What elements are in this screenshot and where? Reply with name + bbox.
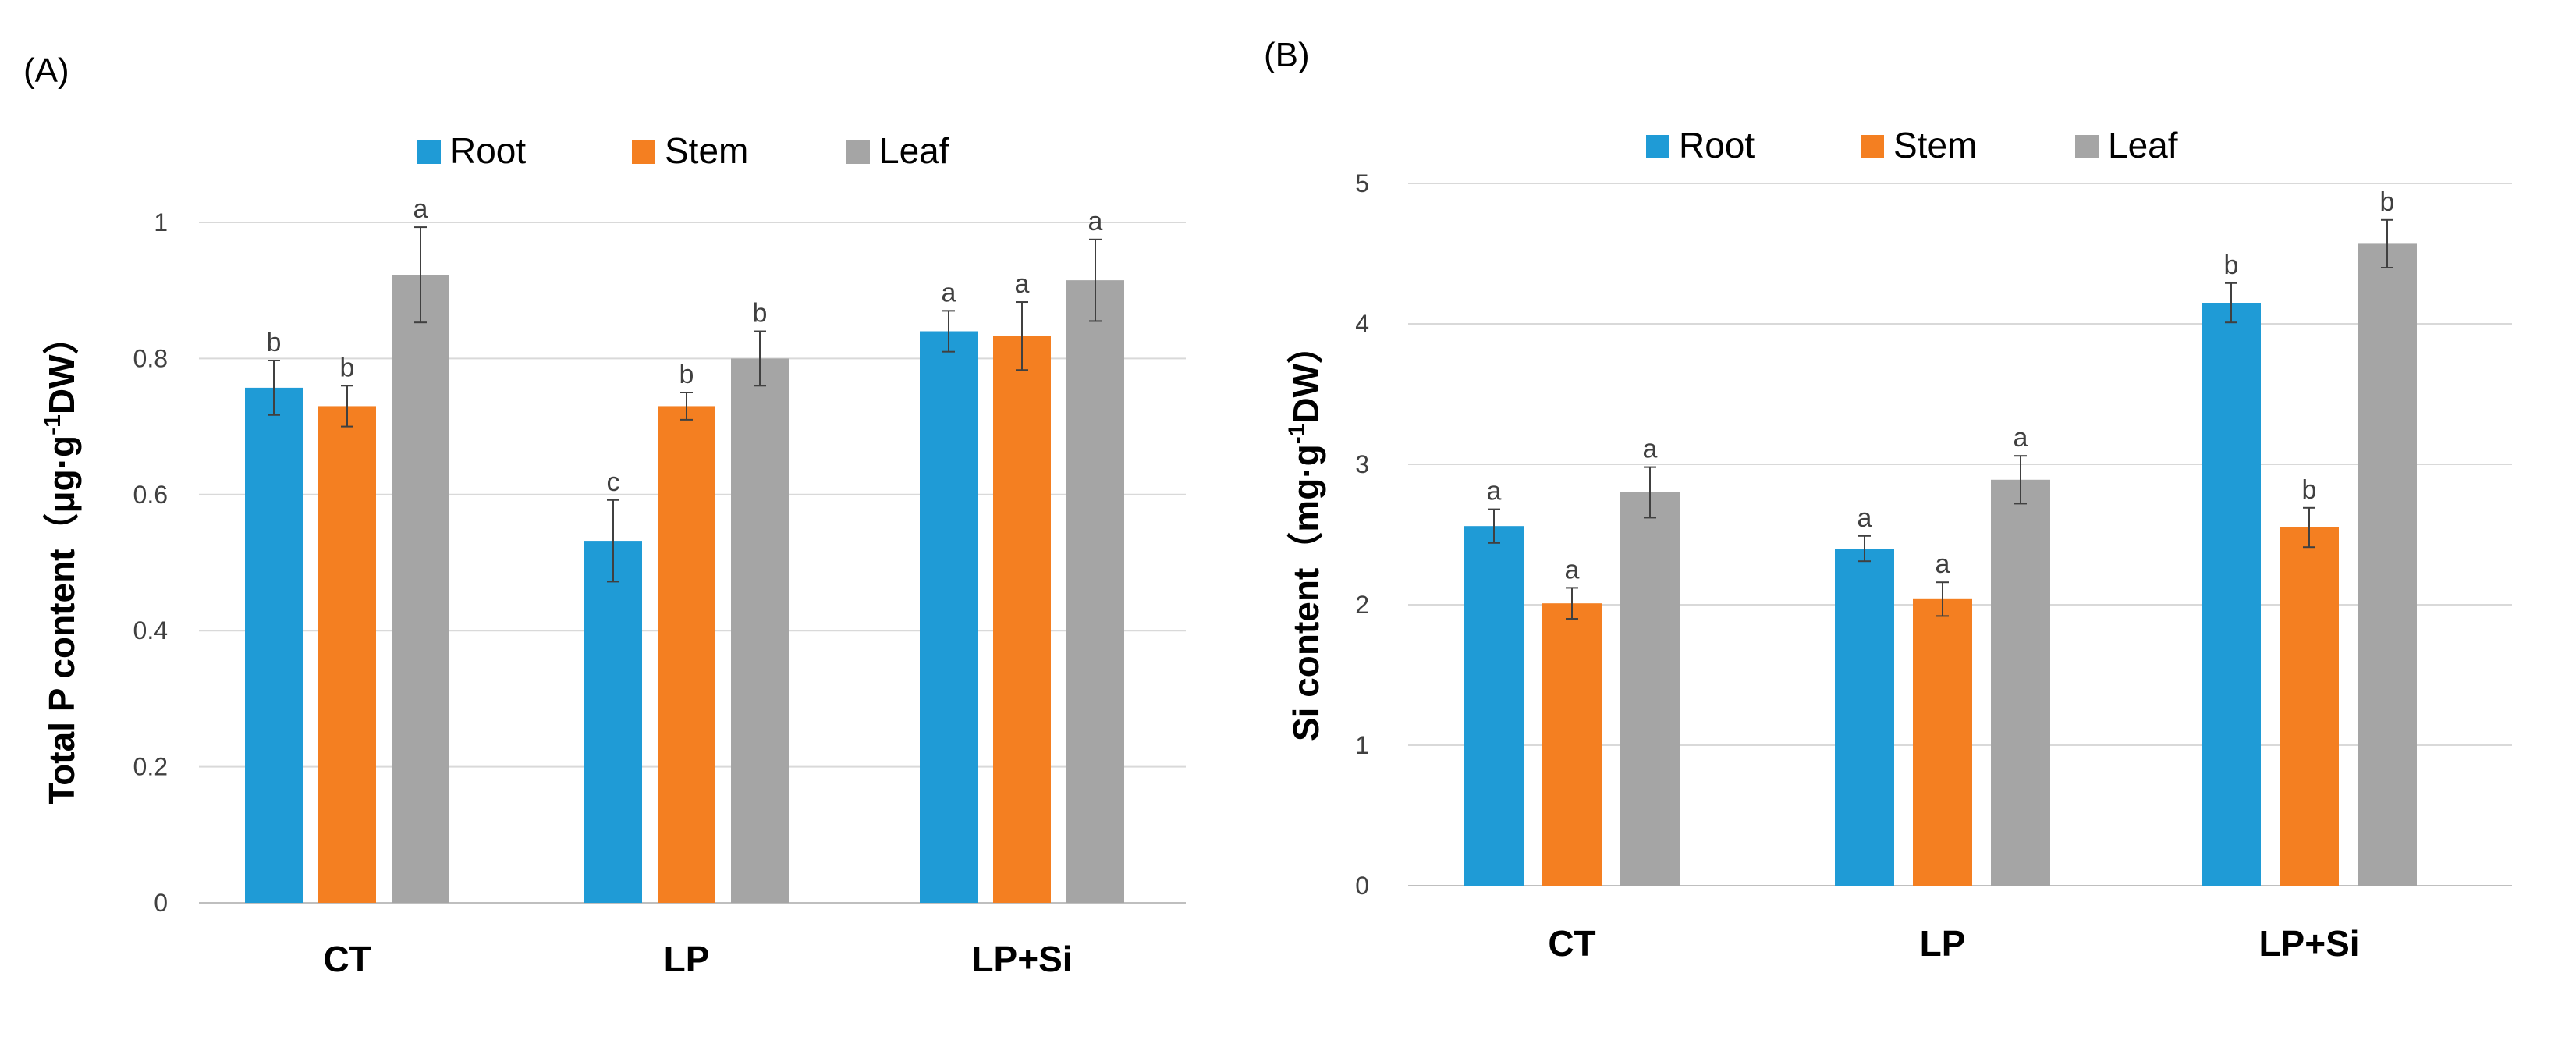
significance-letter: a xyxy=(1015,269,1030,299)
bar-leaf-lp xyxy=(1991,479,2050,886)
bar-root-lp-si xyxy=(920,331,978,903)
bar-stem-ct xyxy=(1542,603,1602,886)
significance-letter: a xyxy=(1088,207,1103,236)
y-axis-label-main: Si content（mg·g xyxy=(1286,444,1326,741)
significance-letter: b xyxy=(2224,250,2239,280)
y-axis-label: Si content（mg·g-1DW） xyxy=(1284,328,1326,741)
y-axis-label-main: Total P content（μg·g xyxy=(41,435,82,805)
legend-swatch-root xyxy=(1646,135,1669,158)
bar-stem-ct xyxy=(318,406,376,903)
bar-root-lp xyxy=(1835,549,1894,886)
y-axis-label-superscript: -1 xyxy=(1284,424,1310,445)
y-tick-label: 3 xyxy=(1355,450,1369,478)
legend-label-leaf: Leaf xyxy=(879,130,949,171)
bar-leaf-lp-si xyxy=(1066,280,1124,903)
category-label: LP xyxy=(664,939,710,979)
category-label: LP+Si xyxy=(2258,923,2359,964)
bar-leaf-ct xyxy=(1620,492,1680,886)
y-tick-label: 5 xyxy=(1355,169,1369,197)
significance-letter: b xyxy=(679,360,694,389)
bar-root-ct xyxy=(245,387,303,903)
y-tick-label: 0 xyxy=(154,889,168,917)
category-label: CT xyxy=(323,939,371,979)
legend-label-leaf: Leaf xyxy=(2108,125,2178,165)
bar-root-lp xyxy=(584,541,642,903)
significance-letter: b xyxy=(753,299,768,329)
y-tick-label: 0 xyxy=(1355,872,1369,900)
y-tick-label: 1 xyxy=(154,208,168,236)
bar-leaf-lp xyxy=(731,358,789,903)
bar-leaf-lp-si xyxy=(2358,243,2417,886)
legend-swatch-stem xyxy=(632,140,655,164)
legend-swatch-leaf xyxy=(846,140,870,164)
significance-letter: a xyxy=(1936,549,1950,579)
y-tick-label: 0.8 xyxy=(133,344,168,372)
panel-label: (B) xyxy=(1264,36,1310,74)
y-axis-label-unit: DW） xyxy=(1286,328,1326,424)
significance-letter: a xyxy=(413,194,428,224)
legend-label-root: Root xyxy=(1679,125,1755,165)
significance-letter: b xyxy=(267,328,282,357)
legend-label-root: Root xyxy=(450,130,526,171)
category-label: CT xyxy=(1548,923,1595,964)
y-tick-label: 1 xyxy=(1355,731,1369,759)
significance-letter: c xyxy=(607,467,620,497)
y-tick-label: 0.2 xyxy=(133,753,168,781)
y-tick-label: 4 xyxy=(1355,310,1369,338)
panel-a: (A) 0 0.2 0.4 0.6 0.8 1 Total P content（μg·g-1D… xyxy=(23,52,1186,979)
significance-letter: b xyxy=(2380,187,2395,217)
bar-leaf-ct xyxy=(392,275,449,903)
significance-letter: a xyxy=(1487,477,1502,506)
panel-label: (A) xyxy=(23,52,69,90)
legend-label-stem: Stem xyxy=(1893,125,1977,165)
significance-letter: b xyxy=(2302,475,2317,505)
bar-stem-lp-si xyxy=(993,336,1051,903)
bar-stem-lp-si xyxy=(2280,527,2339,886)
y-tick-label: 0.6 xyxy=(133,481,168,509)
y-axis-label-unit: DW） xyxy=(41,319,82,415)
category-label: LP xyxy=(1920,923,1966,964)
legend-swatch-stem xyxy=(1861,135,1884,158)
significance-letter: a xyxy=(1857,503,1872,533)
significance-letter: a xyxy=(942,278,956,307)
bar-stem-lp xyxy=(658,406,715,903)
bar-root-ct xyxy=(1464,526,1524,886)
y-axis-label: Total P content（μg·g-1DW） xyxy=(40,319,82,805)
significance-letter: a xyxy=(1643,435,1658,464)
bar-stem-lp xyxy=(1913,598,1972,886)
y-tick-label: 0.4 xyxy=(133,616,168,645)
significance-letter: a xyxy=(1565,555,1580,584)
panel-b: (B) 0 1 2 3 4 5 Si content（mg·g-1DW） CT LP LP+Si a a… xyxy=(1264,36,2512,964)
y-tick-label: 2 xyxy=(1355,591,1369,619)
legend-swatch-leaf xyxy=(2075,135,2099,158)
category-label: LP+Si xyxy=(971,939,1072,979)
significance-letter: b xyxy=(340,353,355,382)
significance-letter: a xyxy=(2014,423,2028,453)
y-axis-label-superscript: -1 xyxy=(40,414,66,435)
legend-swatch-root xyxy=(417,140,441,164)
bar-root-lp-si xyxy=(2202,303,2261,886)
legend-label-stem: Stem xyxy=(665,130,748,171)
